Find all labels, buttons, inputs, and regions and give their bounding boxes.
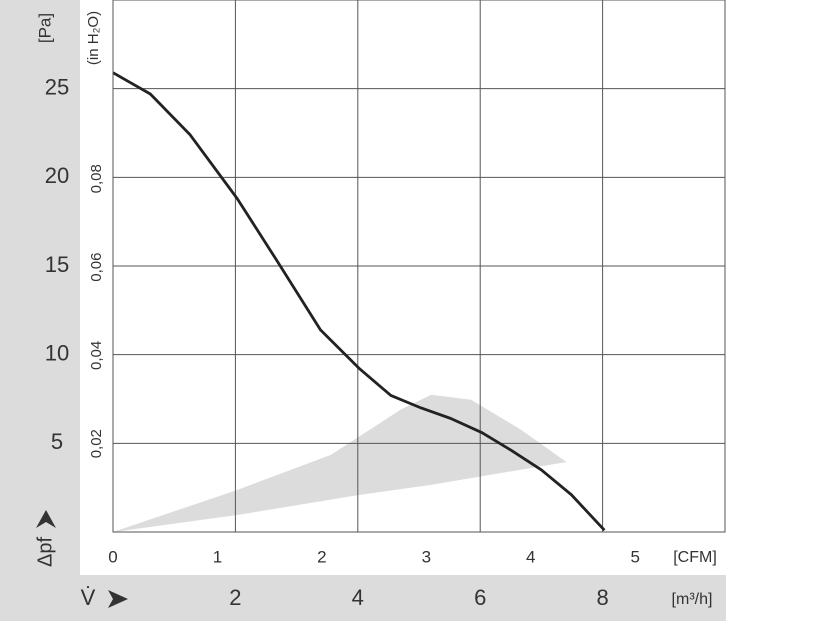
x-axis-unit: [m³/h] — [672, 591, 713, 608]
x-axis-label: V̇ — [81, 585, 96, 610]
operating-region — [113, 394, 567, 532]
y2-tick-label: 0,08 — [88, 164, 105, 193]
curve — [112, 71, 606, 532]
left-panel — [0, 0, 80, 578]
x2-tick-label: 4 — [526, 547, 535, 566]
x-tick-label: 8 — [596, 585, 608, 610]
x-arrow — [108, 590, 128, 608]
y-arrow — [36, 510, 56, 528]
plot-area — [112, 0, 725, 532]
x2-tick-label: 0 — [108, 547, 117, 566]
x2-tick-label: 3 — [422, 547, 431, 566]
y-axis-unit: [Pa] — [35, 13, 54, 43]
y2-tick-label: 0,02 — [88, 429, 105, 458]
x-tick-label: 6 — [474, 585, 486, 610]
y-tick-label: 10 — [45, 340, 69, 365]
y-axis-label: Δpf — [34, 537, 56, 567]
y2-tick-label: 0,06 — [88, 253, 105, 282]
x-tick-label: 2 — [229, 585, 241, 610]
y-tick-label: 15 — [45, 252, 69, 277]
plot-frame — [112, 0, 726, 533]
x2-tick-label: 5 — [630, 547, 639, 566]
y-tick-label: 25 — [45, 74, 69, 99]
x2-axis-unit: [CFM] — [673, 549, 717, 566]
y-tick-label: 5 — [51, 429, 63, 454]
x2-tick-label: 1 — [213, 547, 222, 566]
x2-tick-label: 2 — [317, 547, 326, 566]
y2-tick-label: 0,04 — [88, 341, 105, 370]
y-tick-label: 20 — [45, 163, 69, 188]
y2-axis-unit: (in H₂O) — [85, 11, 102, 65]
x-tick-label: 4 — [352, 585, 364, 610]
